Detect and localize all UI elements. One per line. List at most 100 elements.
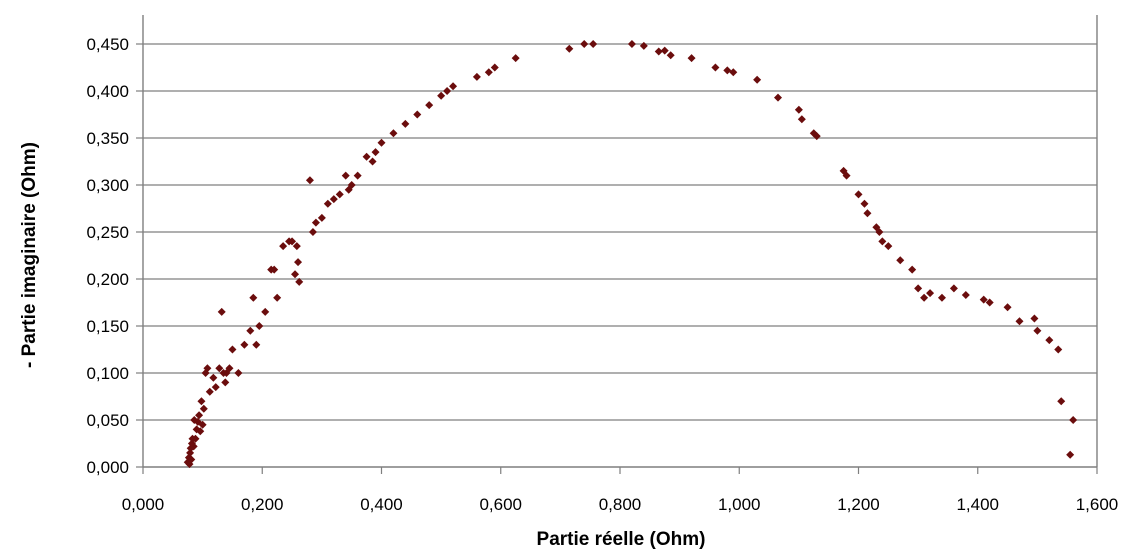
data-point bbox=[1030, 314, 1039, 323]
y-tick-label: 0,200 bbox=[86, 270, 129, 289]
data-point bbox=[920, 293, 929, 302]
data-point bbox=[347, 181, 356, 189]
data-points bbox=[183, 40, 1078, 469]
data-point bbox=[875, 228, 884, 236]
data-point bbox=[191, 434, 200, 443]
data-point bbox=[252, 340, 261, 349]
data-point bbox=[186, 448, 195, 457]
data-point bbox=[249, 293, 258, 302]
data-point bbox=[1045, 336, 1054, 345]
data-point bbox=[215, 364, 224, 373]
data-point bbox=[723, 66, 732, 75]
data-point bbox=[854, 190, 863, 199]
data-point bbox=[353, 171, 362, 180]
data-point bbox=[985, 298, 994, 307]
data-point bbox=[291, 270, 300, 279]
data-point bbox=[472, 72, 481, 81]
data-point bbox=[878, 237, 887, 246]
data-point bbox=[794, 105, 803, 114]
x-tick-label: 1,400 bbox=[956, 495, 999, 514]
data-point bbox=[362, 152, 371, 161]
data-point bbox=[335, 190, 344, 199]
data-point bbox=[1015, 317, 1024, 326]
data-point bbox=[279, 242, 288, 251]
data-point bbox=[323, 199, 332, 208]
data-point bbox=[228, 345, 237, 354]
data-point bbox=[580, 40, 589, 48]
data-point bbox=[305, 176, 314, 185]
data-point bbox=[234, 369, 243, 377]
data-point bbox=[187, 455, 196, 464]
data-point bbox=[413, 110, 422, 119]
data-point bbox=[1057, 397, 1066, 406]
data-point bbox=[341, 171, 350, 180]
y-tick-label: 0,350 bbox=[86, 129, 129, 148]
x-tick-label: 0,400 bbox=[360, 495, 403, 514]
data-point bbox=[203, 364, 212, 373]
data-point bbox=[294, 258, 303, 267]
y-tick-label: 0,450 bbox=[86, 35, 129, 54]
data-point bbox=[589, 40, 598, 48]
data-point bbox=[797, 115, 806, 124]
data-point bbox=[666, 51, 675, 60]
y-tick-label: 0,050 bbox=[86, 411, 129, 430]
x-tick-label: 0,000 bbox=[122, 495, 165, 514]
y-tick-labels: 0,000 0,050 0,100 0,150 0,200 0,250 0,300 0,350… bbox=[86, 35, 129, 477]
data-point bbox=[211, 383, 220, 392]
data-point bbox=[195, 411, 204, 420]
data-point bbox=[308, 228, 317, 236]
y-tick-label: 0,300 bbox=[86, 176, 129, 195]
data-point bbox=[189, 442, 198, 451]
data-point bbox=[225, 364, 234, 373]
x-tick-label: 0,800 bbox=[599, 495, 642, 514]
data-point bbox=[812, 132, 821, 141]
data-point bbox=[842, 171, 851, 180]
data-point bbox=[425, 101, 434, 110]
data-point bbox=[221, 378, 230, 387]
data-point bbox=[896, 256, 905, 265]
data-point bbox=[484, 68, 493, 77]
data-point bbox=[660, 46, 669, 55]
data-point bbox=[1066, 450, 1075, 459]
data-point bbox=[1033, 326, 1042, 335]
data-point bbox=[979, 295, 988, 304]
y-tick-label: 0,000 bbox=[86, 458, 129, 477]
data-point bbox=[863, 209, 872, 218]
data-point bbox=[908, 265, 917, 274]
data-point bbox=[205, 387, 214, 396]
plot-frame bbox=[136, 15, 1098, 474]
data-point bbox=[914, 284, 923, 293]
data-point bbox=[926, 289, 935, 298]
data-point bbox=[443, 87, 452, 95]
data-point bbox=[774, 93, 783, 102]
data-point bbox=[295, 277, 304, 286]
data-point bbox=[711, 63, 720, 72]
data-point bbox=[288, 237, 297, 246]
data-point bbox=[273, 293, 282, 302]
data-point bbox=[627, 40, 636, 48]
data-point bbox=[198, 420, 207, 429]
data-point bbox=[196, 427, 205, 436]
data-point bbox=[217, 307, 226, 316]
data-point bbox=[654, 47, 663, 56]
data-point bbox=[389, 129, 398, 138]
x-axis-label: Partie réelle (Ohm) bbox=[537, 529, 706, 550]
x-tick-labels: 0,000 0,200 0,400 0,600 0,800 1,000 1,200 1,400… bbox=[122, 495, 1119, 514]
data-point bbox=[687, 54, 696, 63]
y-tick-label: 0,250 bbox=[86, 223, 129, 242]
y-tick-label: 0,100 bbox=[86, 364, 129, 383]
data-point bbox=[199, 404, 208, 413]
x-tick-label: 0,600 bbox=[479, 495, 522, 514]
data-point bbox=[860, 199, 869, 208]
x-tick-label: 0,200 bbox=[241, 495, 284, 514]
data-point bbox=[377, 138, 386, 147]
gridlines bbox=[143, 43, 1097, 421]
data-point bbox=[639, 41, 648, 50]
data-point bbox=[246, 326, 255, 335]
data-point bbox=[1003, 303, 1012, 312]
data-point bbox=[511, 54, 520, 63]
data-point bbox=[437, 91, 446, 100]
data-point bbox=[368, 157, 377, 166]
y-axis-label: - Partie imaginaire (Ohm) bbox=[19, 142, 40, 368]
